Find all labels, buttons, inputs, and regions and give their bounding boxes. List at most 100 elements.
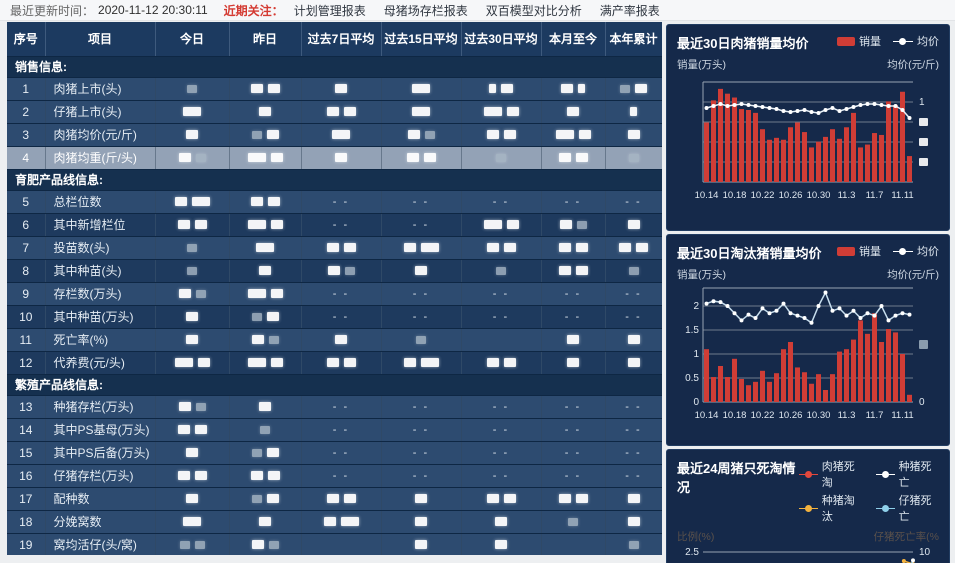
redacted-value	[266, 312, 279, 321]
table-row-14[interactable]: 14 其中PS基母(万头) - -- -- -- -- -	[7, 418, 662, 442]
table-row-16[interactable]: 16 仔猪存栏(万头) - -- -- -- -- -	[7, 464, 662, 488]
redacted-value	[332, 130, 350, 139]
redacted-value	[343, 358, 356, 367]
data-point	[718, 300, 723, 305]
data-point	[907, 116, 912, 120]
legend-item-price[interactable]: 均价	[893, 33, 939, 49]
redacted-value	[260, 425, 270, 434]
table-row-5[interactable]: 5 总栏位数 - -- -- -- -- -	[7, 190, 662, 214]
legend-item-price[interactable]: 均价	[893, 243, 939, 259]
bar	[809, 147, 814, 182]
bar	[886, 101, 891, 182]
redacted-value	[503, 130, 516, 139]
data-cell	[229, 236, 302, 260]
table-row-12[interactable]: 12 代养费(元/头)	[7, 351, 662, 375]
redacted-value	[636, 243, 648, 252]
row-index: 2	[7, 100, 46, 124]
data-cell	[541, 533, 606, 555]
price-line-swatch-icon	[893, 37, 913, 46]
bar	[851, 339, 856, 402]
redacted-value	[343, 243, 356, 252]
table-row-3[interactable]: 3 肉猪均价(元/斤)	[7, 123, 662, 147]
table-row-2[interactable]: 2 仔猪上市(头)	[7, 100, 662, 124]
data-point	[704, 106, 709, 110]
legend-item-sales[interactable]: 销量	[837, 33, 881, 49]
redacted-value	[194, 540, 205, 549]
data-cell	[155, 441, 230, 465]
data-cell	[461, 236, 542, 260]
redacted-value	[423, 153, 436, 162]
table-row-4[interactable]: 4 肉猪均重(斤/头)	[7, 146, 662, 170]
legend-item-种猪死亡[interactable]: 种猪死亡	[876, 458, 939, 490]
recent-focus-label: 近期关注：	[223, 3, 284, 18]
data-point	[760, 306, 765, 311]
legend-item-sales[interactable]: 销量	[837, 243, 881, 259]
legend-item-种猪淘汰[interactable]: 种猪淘汰	[799, 492, 862, 524]
data-cell: - -	[381, 213, 462, 237]
link-plan-report[interactable]: 计划管理报表	[293, 3, 366, 18]
table-row-17[interactable]: 17 配种数	[7, 487, 662, 511]
x-tick-label: 10.18	[723, 410, 747, 421]
data-cell	[301, 236, 382, 260]
table-row-9[interactable]: 9 存栏数(万头) - -- -- -- -- -	[7, 282, 662, 306]
bar	[704, 349, 709, 402]
table-row-6[interactable]: 6 其中新增栏位 - -- -	[7, 213, 662, 237]
row-label: 肉猪上市(头)	[45, 77, 156, 101]
sales-bar-swatch-icon	[837, 246, 855, 256]
data-cell: - -	[541, 464, 606, 488]
chart2-plot[interactable]: 2 1.5 1 0.5 0 0 10.14 10.18 10.22 10.26 10.30 11.3 1…	[677, 282, 939, 445]
link-capacity-report[interactable]: 满产率报表	[599, 3, 660, 18]
table-row-15[interactable]: 15 其中PS后备(万头) - -- -- -- -- -	[7, 441, 662, 465]
redacted-value	[251, 540, 264, 549]
x-tick-label: 10.14	[695, 190, 719, 201]
link-model-compare[interactable]: 双百模型对比分析	[485, 3, 582, 18]
data-point	[802, 108, 807, 112]
chart3-plot[interactable]: 2.521.51086	[677, 544, 939, 563]
update-time-value: 2020-11-12 20:30:11	[98, 3, 208, 17]
redacted-value	[486, 130, 499, 139]
redacted-value	[628, 540, 639, 549]
redacted-value	[506, 107, 519, 116]
column-header-8: 本年累计	[605, 22, 662, 57]
link-sow-farm-report[interactable]: 母猪场存栏报表	[383, 3, 468, 18]
row-index: 15	[7, 441, 46, 465]
data-cell	[229, 146, 302, 170]
data-cell	[229, 464, 302, 488]
redacted-value	[194, 471, 207, 480]
redacted-value	[483, 220, 502, 229]
chart2-left-axis-label: 销量(万头)	[677, 269, 726, 281]
redacted-value	[268, 540, 279, 549]
redacted-value	[406, 153, 419, 162]
redacted-value	[503, 358, 516, 367]
x-tick-label: 10.30	[807, 410, 831, 421]
table-row-8[interactable]: 8 其中种苗(头)	[7, 259, 662, 283]
data-point	[886, 318, 891, 323]
data-cell	[229, 328, 302, 352]
redacted-value	[183, 107, 201, 116]
table-row-13[interactable]: 13 种猪存栏(万头) - -- -- -- -- -	[7, 395, 662, 419]
table-row-7[interactable]: 7 投苗数(头)	[7, 236, 662, 260]
data-point	[900, 108, 905, 112]
legend-item-肉猪死淘[interactable]: 肉猪死淘	[799, 458, 862, 490]
chart3-legend: 肉猪死淘 种猪死亡 种猪淘汰 仔猪死亡	[799, 458, 939, 524]
redacted-value	[267, 197, 280, 206]
data-cell	[381, 328, 462, 352]
table-row-10[interactable]: 10 其中种苗(万头) - -- -- -- -- -	[7, 305, 662, 329]
table-row-19[interactable]: 19 窝均活仔(头/窝)	[7, 533, 662, 555]
data-cell: - -	[541, 395, 606, 419]
bar	[893, 105, 898, 182]
redacted-value	[486, 494, 499, 503]
redacted-value	[251, 312, 262, 321]
chart1-plot[interactable]: 1 10.14 10.18 10.22 10.26 10.30 11.3 11.7 11.11	[677, 72, 939, 227]
data-cell	[461, 123, 542, 147]
redacted-value	[407, 130, 420, 139]
x-tick-label: 10.22	[751, 190, 775, 201]
data-point	[872, 102, 877, 106]
table-row-11[interactable]: 11 死亡率(%)	[7, 328, 662, 352]
redacted-value	[424, 130, 435, 139]
table-row-18[interactable]: 18 分娩窝数	[7, 510, 662, 534]
redacted-value	[195, 289, 206, 298]
table-row-1[interactable]: 1 肉猪上市(头)	[7, 77, 662, 101]
data-cell	[155, 100, 230, 124]
legend-item-仔猪死亡[interactable]: 仔猪死亡	[876, 492, 939, 524]
